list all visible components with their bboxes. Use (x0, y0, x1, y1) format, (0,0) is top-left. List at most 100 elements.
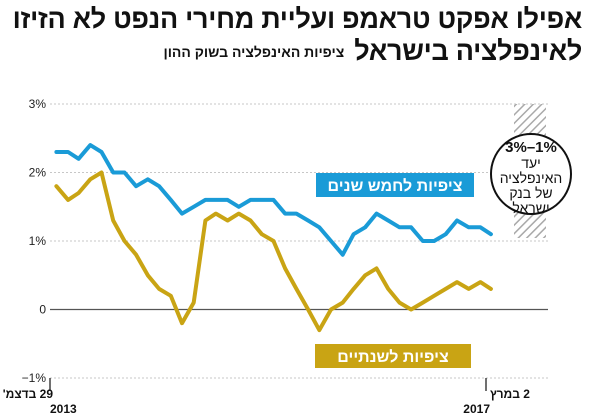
two-year-point (409, 307, 413, 312)
x-end-day-month: 2 במרץ (490, 387, 530, 401)
five-year-point (214, 198, 218, 202)
five-year-point (374, 212, 379, 216)
two-year-point (489, 287, 493, 291)
two-year-point (329, 307, 333, 312)
five-year-point (489, 232, 493, 236)
two-year-point (478, 280, 482, 284)
two-year-point (341, 301, 345, 305)
y-tick-label: −1% (22, 371, 47, 385)
two-year-point (99, 170, 104, 175)
five-year-point (122, 170, 127, 175)
grid-lines (50, 103, 548, 379)
x-start-day-month: 29 בדצמ' (3, 387, 54, 401)
target-note: 3%–1% יעד האינפלציה של בנק ישראל (490, 133, 572, 216)
two-year-point (374, 266, 379, 270)
two-year-point (306, 307, 310, 312)
five-year-point (306, 218, 310, 223)
two-year-point (214, 212, 218, 216)
two-year-point (169, 294, 173, 298)
two-year-point (352, 287, 356, 291)
x-start-year: 2013 (50, 402, 77, 416)
five-year-point (192, 205, 196, 209)
target-note-circle (490, 133, 572, 215)
two-year-point (122, 239, 127, 243)
target-note-line-2: האינפלציה (500, 170, 563, 186)
five-year-point (421, 239, 425, 243)
five-year-point (432, 239, 436, 243)
two-year-point (363, 273, 367, 277)
two-year-point (467, 287, 471, 291)
x-end-year: 2017 (463, 402, 490, 416)
two-year-point (397, 301, 402, 305)
chart-title-row-2: לאינפלציה בישראל ציפיות האינפלציה בשוק הה… (7, 36, 582, 67)
y-tick-label: 1% (29, 234, 47, 248)
five-year-point (54, 150, 59, 154)
two-year-point (271, 239, 276, 243)
label-two-year-text: ציפיות לשנתיים (337, 348, 448, 366)
label-five-year-text: ציפיות לחמש שנים (328, 177, 463, 195)
y-tick-label: 3% (29, 97, 47, 111)
five-year-point (455, 218, 459, 223)
chart-title-line-2: לאינפלציה בישראל (354, 36, 582, 66)
two-year-point (237, 212, 241, 216)
two-year-point (283, 266, 287, 270)
y-tick-label: 2% (29, 166, 47, 180)
y-axis-ticks: 3% 2% 1% 0 −1% (22, 97, 47, 385)
chart-subtitle: ציפיות האינפלציה בשוק ההון (163, 44, 345, 60)
two-year-point (77, 191, 81, 195)
five-year-point (444, 232, 448, 236)
label-five-year-box (316, 173, 474, 197)
two-year-point (146, 273, 150, 277)
five-year-point (157, 184, 161, 188)
two-year-point (134, 253, 138, 257)
two-year-point (248, 218, 253, 223)
five-year-point (203, 198, 207, 202)
five-year-point (341, 253, 345, 257)
five-year-point (88, 143, 92, 147)
five-year-point (467, 225, 471, 229)
target-note-line-1: יעד (521, 155, 541, 171)
five-year-point (77, 157, 81, 161)
five-year-point (237, 205, 241, 209)
two-year-point (421, 301, 425, 305)
five-year-point (180, 212, 184, 216)
five-year-point (397, 225, 402, 229)
two-year-point (317, 328, 321, 332)
two-year-point (455, 280, 459, 284)
two-year-point (226, 218, 230, 223)
five-year-point (478, 225, 482, 229)
two-year-point (294, 287, 298, 291)
five-year-point (248, 198, 253, 202)
two-year-point (157, 287, 161, 291)
label-five-year: ציפיות לחמש שנים (316, 173, 474, 197)
series-lines (54, 143, 493, 333)
two-year-point (111, 218, 115, 223)
two-year-point (88, 177, 92, 181)
two-year-point (192, 301, 196, 305)
label-two-year-box (315, 344, 471, 368)
five-year-point (386, 218, 390, 223)
five-year-point (283, 212, 287, 216)
two-year-point (432, 294, 436, 298)
five-year-point (260, 198, 264, 202)
five-year-point (352, 232, 356, 236)
five-year-point (66, 150, 70, 154)
label-two-year: ציפיות לשנתיים (315, 344, 471, 368)
two-year-point (66, 198, 70, 202)
five-year-point (134, 184, 138, 188)
two-year-point (54, 184, 59, 188)
target-note-line-4: ישראל (512, 200, 549, 216)
two-year-point (180, 321, 184, 325)
two-year-point (203, 218, 207, 223)
five-year-point (409, 225, 413, 229)
five-year-point (363, 225, 367, 229)
chart-title-line-1: אפילו אפקט טראמפ ועליית מחירי הנפט לא הז… (12, 4, 583, 34)
two-year-point (444, 287, 448, 291)
y-tick-label: 0 (39, 303, 46, 317)
five-year-point (99, 150, 104, 154)
target-note-line-3: של בנק (509, 185, 552, 201)
five-year-point (111, 170, 115, 175)
five-year-point (226, 198, 230, 202)
five-year-point (317, 225, 321, 229)
